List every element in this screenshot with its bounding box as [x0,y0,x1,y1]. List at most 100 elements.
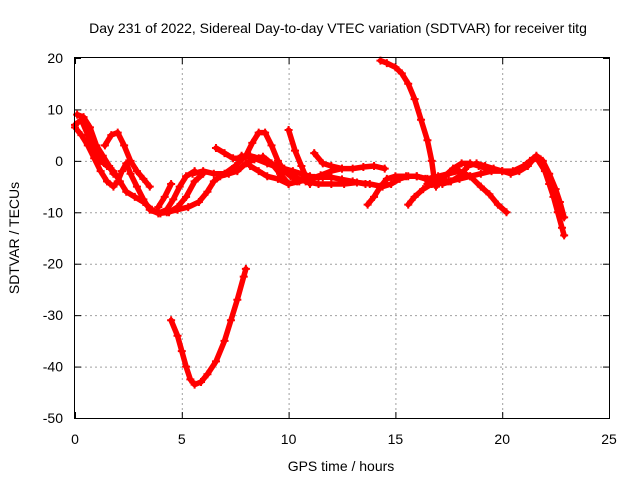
data-point [382,59,391,68]
data-point [132,167,141,176]
data-point [284,126,293,134]
data-point [173,205,182,214]
data-point [440,172,449,181]
y-tick-label: 20 [47,50,63,66]
data-point [177,347,186,356]
data-point [387,180,396,188]
data-point [427,156,436,165]
data-point [476,169,485,178]
y-tick-label: -10 [43,204,63,220]
data-point [186,375,195,384]
series-arc-12 [310,149,346,173]
data-point [203,370,212,379]
series-line [377,57,439,190]
series-arc-2 [73,110,118,178]
y-tick-label: -20 [43,256,63,272]
axis-ticks: 0 5 10 15 20 25 20 10 0 -10 -20 -30 -40 -50 [43,50,617,447]
data-point [449,164,458,173]
data-point [423,136,432,145]
data-point [370,162,379,170]
data-point [209,177,218,186]
data-point [167,316,176,325]
data-point [182,192,191,201]
series-arc-19 [167,264,250,389]
data-point [197,378,206,386]
data-point [85,123,94,132]
data-point [241,264,250,273]
data-point [444,177,453,186]
data-point [190,380,199,389]
x-tick-label: 20 [494,431,510,447]
data-point [291,146,300,155]
series-arc-11 [284,126,314,188]
data-point [434,178,443,187]
series-arc-3 [71,123,199,218]
data-point [284,180,293,188]
y-tick-label: -40 [43,359,63,375]
data-series [71,56,569,389]
data-point [417,115,426,124]
data-point [250,154,259,163]
data-point [233,167,242,176]
series-line [311,150,345,172]
data-point [519,162,528,170]
data-point [493,200,502,209]
data-point [391,63,400,72]
data-point [211,357,220,366]
data-point [231,162,240,170]
data-point [96,167,105,176]
data-point [182,362,191,371]
data-point [318,159,327,168]
series-line [72,116,206,217]
data-point [79,113,88,122]
data-point [229,154,238,163]
data-point [327,162,336,170]
data-point [239,272,248,281]
data-point [139,195,148,204]
data-point [105,162,114,170]
data-point [498,167,507,176]
x-tick-label: 15 [388,431,404,447]
data-point [199,167,208,176]
series-arc-4 [100,128,154,191]
data-point [457,159,466,168]
data-point [130,192,139,201]
data-point [160,192,169,201]
data-point [549,192,558,201]
data-point [340,180,349,188]
data-point [139,174,148,183]
data-point [487,167,496,176]
y-tick-label: 0 [55,153,63,169]
data-point [117,167,126,176]
data-point [402,172,411,181]
data-point [310,149,319,158]
data-point [404,200,413,209]
data-point [404,79,413,88]
series-arc-18 [534,156,569,240]
x-tick-label: 5 [178,431,186,447]
data-point [267,141,276,150]
data-point [167,180,176,188]
x-tick-label: 0 [71,431,79,447]
data-point [203,187,212,196]
y-tick-label: -30 [43,307,63,323]
data-point [109,169,118,178]
data-point [273,156,282,165]
data-point [261,128,270,137]
data-point [98,151,107,160]
data-point [316,171,325,180]
data-point [100,141,109,150]
data-point [209,169,218,178]
data-point [525,156,534,165]
data-point [410,192,419,201]
data-point [173,331,182,340]
series-line [72,124,198,217]
data-point [423,180,432,188]
data-point [327,180,336,188]
data-point [276,164,285,173]
data-point [560,231,569,240]
y-tick-label: 10 [47,101,63,117]
data-point [532,151,541,160]
data-point [126,169,135,178]
